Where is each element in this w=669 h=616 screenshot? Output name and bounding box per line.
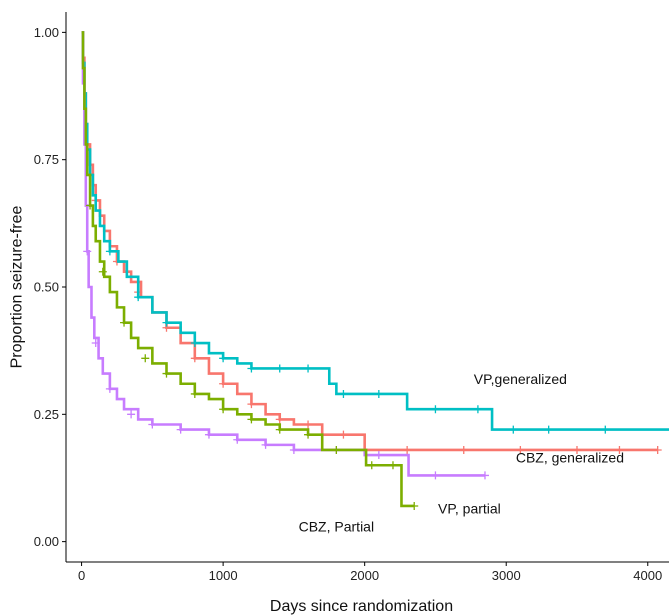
censor-mark-cbz-partial xyxy=(141,354,150,363)
censor-mark-vp-partial xyxy=(289,445,298,454)
censor-mark-cbz-generalized xyxy=(572,445,581,454)
series-label-cbz-partial: CBZ, Partial xyxy=(299,518,374,534)
y-tick-label: 0.50 xyxy=(34,280,59,295)
series-label-vp-generalized: VP,generalized xyxy=(474,371,567,387)
censor-mark-cbz-partial xyxy=(275,425,284,434)
censor-mark-vp-partial xyxy=(176,425,185,434)
censor-mark-cbz-generalized xyxy=(275,415,284,424)
x-tick-label: 2000 xyxy=(350,568,379,583)
annotation-layer: VP,generalized CBZ, generalized VP, partia… xyxy=(299,371,624,535)
x-tick-label: 4000 xyxy=(633,568,662,583)
x-tick-label: 0 xyxy=(78,568,85,583)
series-label-vp-partial: VP, partial xyxy=(438,501,501,517)
series-line-cbz-partial xyxy=(81,31,415,508)
censor-mark-vp-partial xyxy=(261,440,270,449)
series-line-vp-generalized xyxy=(81,31,669,431)
series-label-cbz-generalized: CBZ, generalized xyxy=(516,450,624,466)
censor-mark-vp-generalized xyxy=(190,339,199,348)
censor-mark-cbz-generalized xyxy=(615,445,624,454)
censor-mark-cbz-partial xyxy=(304,430,313,439)
censor-mark-vp-generalized xyxy=(134,293,143,302)
censor-mark-cbz-generalized xyxy=(653,445,662,454)
censor-mark-cbz-partial xyxy=(367,461,376,470)
censor-mark-vp-generalized xyxy=(374,389,383,398)
censor-mark-vp-generalized xyxy=(431,405,440,414)
censor-mark-vp-partial xyxy=(148,420,157,429)
censor-mark-vp-partial xyxy=(91,339,100,348)
censor-mark-vp-generalized xyxy=(304,364,313,373)
x-axis-title: Days since randomization xyxy=(270,598,453,615)
censor-mark-cbz-generalized xyxy=(190,354,199,363)
censor-mark-cbz-generalized xyxy=(219,379,228,388)
censor-mark-vp-generalized xyxy=(247,364,256,373)
censor-mark-vp-partial xyxy=(127,410,136,419)
censor-mark-cbz-partial xyxy=(247,415,256,424)
x-ticks: 0 1000 2000 3000 4000 xyxy=(78,562,662,583)
axes xyxy=(65,12,669,563)
censor-mark-cbz-partial xyxy=(86,201,95,210)
censor-mark-cbz-generalized xyxy=(459,445,468,454)
y-tick-label: 0.00 xyxy=(34,534,59,549)
censor-mark-vp-generalized xyxy=(162,318,171,327)
censor-mark-vp-generalized xyxy=(105,247,114,256)
censor-mark-vp-generalized xyxy=(544,425,553,434)
censor-mark-cbz-partial xyxy=(162,369,171,378)
censor-mark-vp-partial xyxy=(480,471,489,480)
y-ticks: 0.00 0.25 0.50 0.75 1.00 xyxy=(34,25,66,549)
censor-mark-cbz-generalized xyxy=(339,430,348,439)
censor-mark-vp-generalized xyxy=(219,354,228,363)
censor-mark-cbz-generalized xyxy=(304,420,313,429)
censor-mark-cbz-generalized xyxy=(403,445,412,454)
censor-mark-cbz-partial xyxy=(120,318,129,327)
y-tick-label: 0.25 xyxy=(34,407,59,422)
censor-mark-vp-partial xyxy=(105,384,114,393)
series-line-cbz-generalized xyxy=(81,31,658,452)
censor-mark-cbz-partial xyxy=(388,461,397,470)
censor-mark-cbz-partial xyxy=(219,405,228,414)
censor-mark-vp-partial xyxy=(204,430,213,439)
y-tick-label: 1.00 xyxy=(34,25,59,40)
censor-mark-cbz-generalized xyxy=(516,445,525,454)
censor-mark-vp-generalized xyxy=(601,425,610,434)
y-tick-label: 0.75 xyxy=(34,152,59,167)
x-tick-label: 3000 xyxy=(492,568,521,583)
censor-mark-vp-partial xyxy=(374,451,383,460)
censor-mark-vp-partial xyxy=(233,435,242,444)
series-layer xyxy=(81,31,669,510)
censor-mark-cbz-partial xyxy=(98,267,107,276)
censor-mark-cbz-partial xyxy=(190,389,199,398)
censor-mark-vp-partial xyxy=(83,247,92,256)
censor-mark-vp-generalized xyxy=(509,425,518,434)
censor-mark-vp-generalized xyxy=(473,405,482,414)
y-axis-title: Proportion seizure-free xyxy=(9,206,26,369)
censor-mark-cbz-generalized xyxy=(247,400,256,409)
censor-mark-vp-partial xyxy=(431,471,440,480)
censor-mark-cbz-partial xyxy=(410,501,419,510)
x-tick-label: 1000 xyxy=(209,568,238,583)
censor-mark-vp-generalized xyxy=(275,364,284,373)
censor-mark-vp-generalized xyxy=(339,389,348,398)
censor-mark-cbz-partial xyxy=(332,445,341,454)
